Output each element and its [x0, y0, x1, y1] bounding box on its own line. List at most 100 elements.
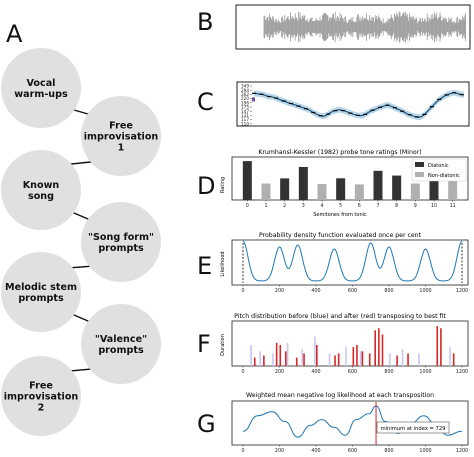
bar-probe-3	[298, 166, 308, 200]
chart-d-bars: 0 1 2 3 4 5 6 7 8 9 10 11	[242, 161, 458, 209]
flow-node-label: "Valence"	[95, 334, 147, 345]
bar-before	[418, 353, 420, 366]
pitch-tonic-marker	[252, 97, 255, 102]
bar-before	[401, 349, 404, 366]
bar-after	[356, 345, 358, 366]
pitch-frame	[236, 81, 470, 127]
bar-probe-6	[354, 184, 364, 200]
chart-g-frame	[231, 400, 469, 446]
flow-node-label: prompts	[98, 243, 144, 254]
legend-box	[411, 158, 467, 182]
bar-probe-10	[429, 179, 439, 200]
flow-node-label: Vocal	[27, 78, 56, 89]
chart-g-x-tick-label: 600	[348, 448, 357, 454]
chart-g-x-tick-label: 0	[241, 448, 244, 454]
chart-d-frame	[231, 156, 469, 201]
chart-e-x-tick-label: 1200	[456, 288, 468, 294]
panel-label-a: A	[6, 20, 23, 48]
legend-swatch-nondiatonic	[415, 172, 424, 177]
flow-node	[81, 202, 161, 282]
legend-diatonic: Diatonic	[428, 163, 449, 169]
bar-before	[250, 345, 252, 366]
chart-f-x-tick-label: 600	[348, 369, 357, 375]
chart-f-x-tick-label: 400	[311, 369, 320, 375]
pitch-y-tick-label: 131	[241, 113, 249, 118]
bar-after	[263, 355, 265, 366]
chart-f-ylabel: Duration	[220, 334, 226, 356]
chart-f-title: Pitch distribution before (blue) and aft…	[234, 313, 446, 320]
flow-node-label: "Song form"	[88, 232, 154, 243]
flow-node-label: prompts	[98, 345, 144, 356]
chart-g-x-tick-label: 1200	[456, 448, 468, 454]
chart-f-x-tick-label: 1200	[456, 369, 468, 375]
tick-label-semitone: 10	[431, 203, 437, 209]
chart-f-x-tick-label: 800	[384, 369, 393, 375]
tick-label-semitone: 0	[246, 203, 249, 209]
chart-e-ylabel: Likelihood	[220, 251, 226, 276]
bar-after	[316, 345, 318, 366]
nll-chart: Weighted mean negative log likelihood at…	[231, 392, 469, 454]
flow-node	[81, 96, 161, 176]
probe-tone-chart: Krumhansl-Kessler (1982) probe tone rati…	[220, 149, 469, 218]
bar-probe-11	[448, 180, 458, 200]
pitch-y-tick-label: 349	[241, 84, 249, 89]
bar-probe-1	[261, 183, 271, 200]
tick-label-semitone: 11	[450, 203, 456, 209]
waveform-panel	[235, 4, 471, 50]
flow-node-label: improvisation	[84, 132, 159, 143]
tick-label-semitone: 2	[283, 203, 286, 209]
tick-label-semitone: 1	[264, 203, 267, 209]
bar-before	[389, 353, 391, 366]
tick-label-semitone: 5	[339, 203, 342, 209]
tick-label-semitone: 9	[414, 203, 417, 209]
bar-probe-9	[410, 183, 420, 200]
pitch-y-tick-label: 110	[241, 121, 249, 126]
flow-node-label: prompts	[18, 293, 64, 304]
bar-before	[449, 347, 451, 366]
bar-after	[279, 345, 282, 366]
pitch-band	[254, 89, 464, 121]
bar-after	[303, 353, 305, 366]
bar-after	[361, 351, 364, 366]
chart-g-x-tick-label: 800	[384, 448, 393, 454]
chart-e-x-tick-label: 800	[384, 288, 393, 294]
bar-after	[275, 342, 278, 366]
chart-f-frame	[231, 320, 469, 367]
chart-g-x-tick-label: 1000	[419, 448, 431, 454]
bar-after	[381, 334, 384, 366]
flow-node	[1, 150, 81, 230]
flow-node-label: Free	[109, 121, 133, 132]
panel-label-b: B	[197, 8, 214, 36]
flow-diagram: Vocalwarm-upsFreeimprovisation1Knownsong…	[1, 48, 161, 436]
chart-e-x-tick-label: 600	[348, 288, 357, 294]
chart-g-annotation: minimum at index = 729	[381, 426, 446, 432]
flow-node	[1, 48, 81, 128]
bar-probe-5	[336, 178, 346, 200]
chart-d-title: Krumhansl-Kessler (1982) probe tone rati…	[258, 149, 421, 156]
legend-nondiatonic: Non-diatonic	[428, 173, 460, 179]
bar-before	[359, 351, 362, 366]
chart-e-x-tick-label: 400	[311, 288, 320, 294]
chart-e-frame	[231, 239, 469, 286]
distribution-chart: Pitch distribution before (blue) and aft…	[220, 313, 469, 375]
pitch-y-tick-label: 147	[241, 109, 249, 114]
bar-after	[368, 353, 371, 366]
chart-g-x-tick-label: 400	[311, 448, 320, 454]
chart-d-ylabel: Rating	[220, 177, 226, 193]
bar-after	[436, 326, 439, 366]
bar-probe-7	[373, 170, 383, 200]
bar-after	[253, 357, 256, 366]
pitch-y-tick-label: 262	[241, 92, 249, 97]
chart-e-x-tick-label: 200	[275, 288, 284, 294]
flow-node-label: warm-ups	[14, 89, 68, 100]
waveform	[263, 11, 467, 43]
chart-d-xlabel: Semitones from tonic	[313, 212, 367, 218]
bar-before	[272, 353, 274, 366]
tick-label-semitone: 7	[376, 203, 379, 209]
bar-after	[396, 355, 398, 366]
flow-node-label: Melodic stem	[5, 282, 77, 293]
bar-after	[407, 353, 409, 366]
